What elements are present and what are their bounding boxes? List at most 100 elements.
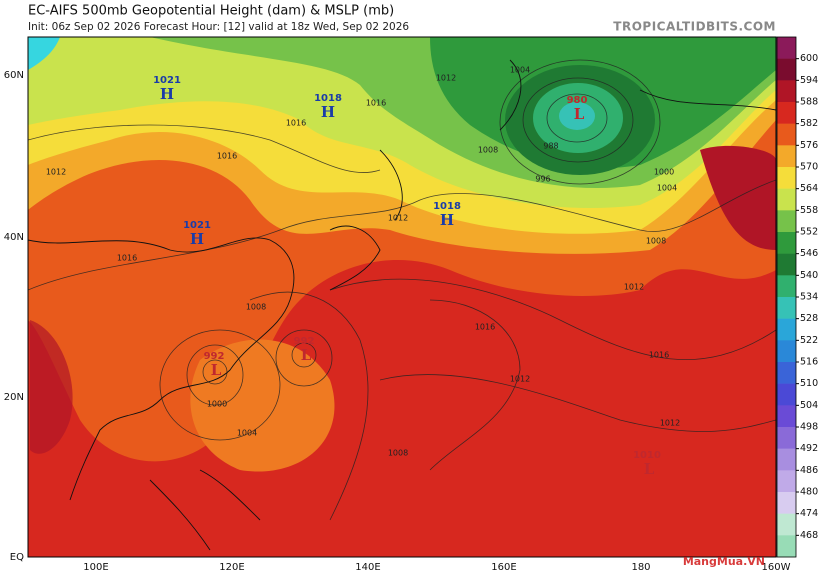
isobar-label: 996 (535, 175, 550, 184)
isobar-label: 1012 (510, 375, 530, 384)
colorbar-label: 492 (800, 443, 818, 454)
isobar-label: 1016 (117, 254, 137, 263)
colorbar-label: 546 (800, 248, 818, 259)
colorbar-swatch (777, 405, 796, 428)
lat-label: 60N (4, 70, 24, 81)
center-value: 1010 (633, 450, 661, 461)
center-value: 992 (204, 351, 225, 362)
colorbar-swatch (777, 427, 796, 449)
isobar-label: 1016 (286, 119, 306, 128)
colorbar-label: 474 (800, 508, 818, 519)
colorbar-label: 498 (800, 422, 818, 433)
colorbar-label: 504 (800, 400, 818, 411)
lon-label: 160W (762, 562, 791, 573)
colorbar-label: 486 (800, 465, 818, 476)
lon-label: 140E (355, 562, 380, 573)
colorbar-label: 564 (800, 183, 818, 194)
lon-label: 120E (219, 562, 244, 573)
colorbar-swatch (777, 102, 796, 124)
isobar-label: 1016 (475, 323, 495, 332)
center-value: 992 (294, 336, 315, 347)
colorbar-swatch (777, 232, 796, 254)
isobar-label: 1004 (510, 66, 530, 75)
colorbar-label: 570 (800, 162, 818, 173)
colorbar-swatch (777, 188, 796, 211)
colorbar-swatch (777, 318, 796, 341)
colorbar-label: 600 (800, 53, 818, 64)
center-symbol: H (160, 85, 174, 103)
isobar-label: 1000 (207, 400, 227, 409)
colorbar-label: 516 (800, 357, 818, 368)
colorbar-swatch (777, 513, 796, 536)
lat-label: EQ (10, 552, 24, 563)
isobar-label: 1016 (366, 99, 386, 108)
center-symbol: L (644, 460, 655, 478)
center-value: 1018 (314, 93, 342, 104)
isobar-label: 1004 (657, 184, 677, 193)
colorbar-swatch (777, 80, 796, 103)
center-symbol: L (301, 346, 312, 364)
colorbar-swatch (777, 167, 796, 189)
colorbar-label: 540 (800, 270, 818, 281)
center-symbol: H (190, 230, 204, 248)
colorbar-label: 588 (800, 97, 818, 108)
colorbar-swatch (777, 362, 796, 384)
colorbar-swatch (777, 37, 796, 59)
isobar-label: 1012 (388, 214, 408, 223)
colorbar-swatch (777, 383, 796, 406)
colorbar-label: 534 (800, 292, 818, 303)
isobar-label: 1000 (654, 168, 674, 177)
watermark: MangMua.VN (683, 555, 765, 568)
center-value: 1018 (433, 201, 461, 212)
colorbar-swatch (777, 123, 796, 146)
center-value: 980 (567, 95, 588, 106)
isobar-label: 1012 (660, 419, 680, 428)
colorbar-label: 576 (800, 140, 818, 151)
colorbar-label: 594 (800, 75, 818, 86)
colorbar-swatch (777, 470, 796, 493)
colorbar-swatch (777, 492, 796, 514)
colorbar-label: 582 (800, 118, 818, 129)
title: EC-AIFS 500mb Geopotential Height (dam) … (28, 4, 394, 19)
colorbar-label: 468 (800, 530, 818, 541)
colorbar-label: 558 (800, 205, 818, 216)
lon-label: 180 (631, 562, 650, 573)
center-value: 1021 (183, 220, 211, 231)
colorbar-swatch (777, 448, 796, 471)
colorbar-swatch (777, 145, 796, 168)
center-symbol: H (440, 211, 454, 229)
lon-label: 160E (491, 562, 516, 573)
lat-label: 40N (4, 232, 24, 243)
site-name: TROPICALTIDBITS.COM (613, 20, 776, 34)
center-symbol: H (321, 103, 335, 121)
colorbar-swatch (777, 535, 796, 558)
map-field (27, 36, 777, 558)
colorbar-swatch (777, 297, 796, 319)
colorbar-swatch (777, 58, 796, 81)
isobar-label: 1008 (246, 303, 266, 312)
center-symbol: L (574, 105, 585, 123)
center-symbol: L (211, 361, 222, 379)
colorbar-label: 510 (800, 378, 818, 389)
colorbar-swatch (777, 210, 796, 233)
colorbar-swatch (777, 253, 796, 276)
isobar-label: 1016 (649, 351, 669, 360)
subtitle: Init: 06z Sep 02 2026 Forecast Hour: [12… (28, 21, 409, 33)
isobar-label: 1004 (237, 429, 257, 438)
isobar-label: 1008 (646, 237, 666, 246)
isobar-label: 1012 (46, 168, 66, 177)
isobar-label: 1016 (217, 152, 237, 161)
colorbar-label: 480 (800, 487, 818, 498)
isobar-label: 1012 (436, 74, 456, 83)
colorbar-label: 528 (800, 313, 818, 324)
colorbar-swatch (777, 275, 796, 298)
lon-label: 100E (83, 562, 108, 573)
lat-label: 20N (4, 392, 24, 403)
colorbar-label: 522 (800, 335, 818, 346)
colorbar-label: 552 (800, 227, 818, 238)
isobar-label: 1012 (624, 283, 644, 292)
isobar-label: 1008 (388, 449, 408, 458)
center-value: 1021 (153, 75, 181, 86)
